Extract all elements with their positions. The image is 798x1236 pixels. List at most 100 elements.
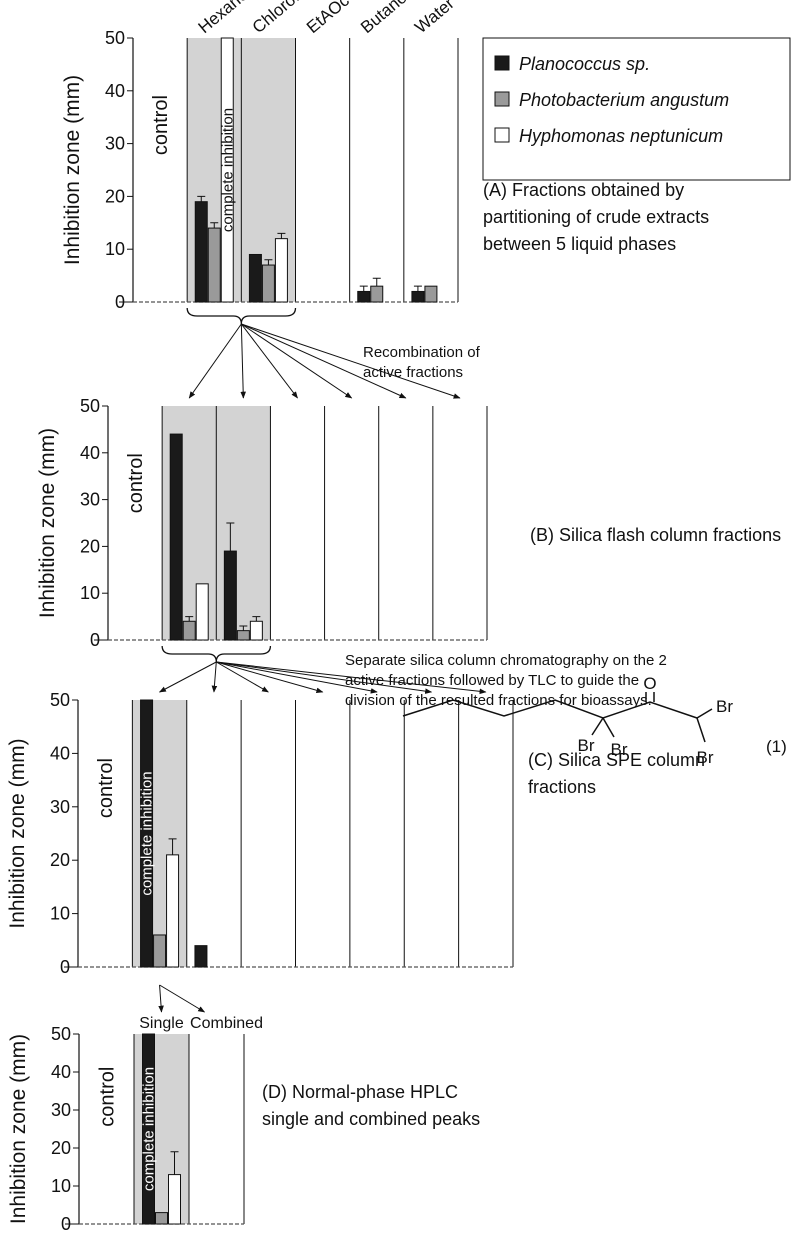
bar <box>411 290 425 303</box>
panel-description: fractions <box>528 777 596 797</box>
bar <box>166 854 180 968</box>
error-bar <box>277 232 286 239</box>
chain-bonds <box>402 699 698 719</box>
bar <box>357 290 371 303</box>
y-tick-label: 50 <box>105 28 125 48</box>
atom-label: Br <box>578 736 595 755</box>
flow-arrow <box>211 661 218 693</box>
transition-note: division of the resulted fractions for b… <box>345 692 652 709</box>
panel-description: (C) Silica SPE column <box>528 750 705 770</box>
bar <box>153 934 167 968</box>
y-tick-label: 40 <box>50 743 70 763</box>
atom-label: Br <box>611 740 628 759</box>
bond <box>696 717 706 743</box>
bar <box>207 227 221 303</box>
y-tick-label: 30 <box>105 134 125 154</box>
bar <box>140 699 154 968</box>
y-tick-label: 20 <box>51 1138 71 1158</box>
y-tick-label: 40 <box>51 1062 71 1082</box>
flow-arrow <box>241 323 353 399</box>
error-bar <box>264 259 273 266</box>
flow-arrow <box>159 984 206 1013</box>
control-label: control <box>150 95 172 155</box>
y-tick-label: 10 <box>80 583 100 603</box>
error-bar <box>226 522 235 552</box>
error-bar <box>168 838 177 855</box>
flow-arrow <box>241 323 461 399</box>
y-tick-label: 20 <box>80 536 100 556</box>
flow-arrow <box>188 323 242 399</box>
y-tick-label: 0 <box>115 292 125 312</box>
bar-annotation: complete inhibition <box>139 771 156 895</box>
bar <box>424 285 438 303</box>
legend-label: Photobacterium angustum <box>519 90 729 110</box>
error-bar <box>372 277 381 287</box>
y-tick-label: 40 <box>105 81 125 101</box>
flow-arrow <box>158 984 164 1013</box>
error-bar <box>210 222 219 229</box>
y-tick-label: 50 <box>51 1024 71 1044</box>
atom-label: O <box>643 674 656 693</box>
y-tick-label: 0 <box>60 957 70 977</box>
compound-number: (1) <box>766 737 787 756</box>
brace <box>161 645 272 663</box>
legend-swatch <box>494 91 510 107</box>
bar-annotation: complete inhibition <box>141 1067 158 1191</box>
error-bar <box>197 195 206 202</box>
flow-arrow <box>216 661 378 694</box>
y-tick-label: 50 <box>80 396 100 416</box>
y-tick-label: 30 <box>80 490 100 510</box>
bar <box>248 253 262 303</box>
flow-arrow <box>240 323 298 399</box>
bar <box>261 264 275 303</box>
category-label: Hexane <box>195 0 252 37</box>
y-tick-label: 10 <box>51 1176 71 1196</box>
bond <box>602 717 615 738</box>
bar <box>194 201 208 303</box>
y-tick-label: 20 <box>105 186 125 206</box>
structure <box>402 692 713 743</box>
category-label: Combined <box>190 1015 263 1032</box>
category-label: Water <box>411 0 458 37</box>
legend-swatch <box>494 55 510 71</box>
bar <box>370 285 384 303</box>
bar <box>220 37 234 303</box>
bar <box>155 1212 168 1225</box>
atom-label: Br <box>716 697 733 716</box>
panel-description: single and combined peaks <box>262 1109 480 1129</box>
legend-label: Hyphomonas neptunicum <box>519 126 723 146</box>
control-label: control <box>125 453 147 513</box>
bar <box>169 433 183 641</box>
flow-arrow <box>241 323 407 399</box>
transition-note: Separate silica column chromatography on… <box>345 652 667 669</box>
bar <box>168 1174 181 1225</box>
legend-box <box>482 37 791 181</box>
y-tick-label: 10 <box>50 904 70 924</box>
error-bar <box>185 616 194 622</box>
y-tick-label: 30 <box>50 797 70 817</box>
brace <box>186 307 297 325</box>
legend-swatch <box>494 127 510 143</box>
flow-arrow <box>216 661 269 693</box>
category-label: EtAOc <box>303 0 353 37</box>
transition-note: active fractions <box>363 364 463 381</box>
bar <box>236 630 250 641</box>
panel-description: between 5 liquid phases <box>483 234 676 254</box>
y-tick-label: 0 <box>90 630 100 650</box>
flow-arrow <box>240 323 246 399</box>
y-tick-label: 0 <box>61 1214 71 1234</box>
flow-arrow <box>216 661 324 693</box>
transition-note: Recombination of <box>363 344 481 361</box>
bar <box>223 550 237 641</box>
flow-arrow <box>158 661 217 693</box>
flow-arrow <box>216 661 433 694</box>
y-axis-label: Inhibition zone (mm) <box>36 428 59 618</box>
y-tick-label: 10 <box>105 239 125 259</box>
error-bar <box>252 616 261 622</box>
y-tick-label: 20 <box>50 850 70 870</box>
error-bar <box>170 1151 179 1175</box>
y-axis-label: Inhibition zone (mm) <box>7 1034 30 1224</box>
control-label: control <box>97 1067 119 1127</box>
bar <box>274 238 288 303</box>
